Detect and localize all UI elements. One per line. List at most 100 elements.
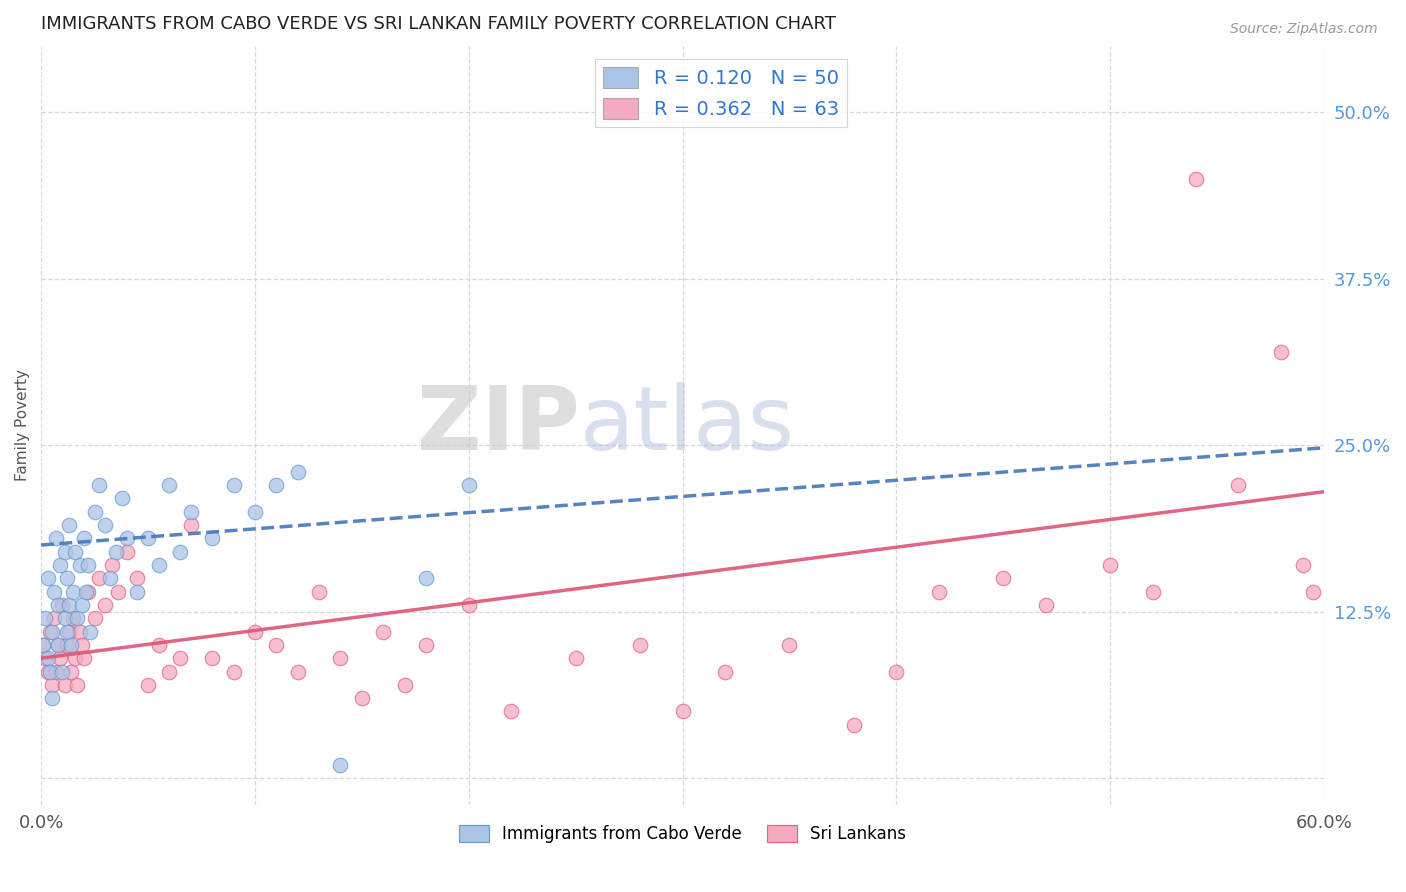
Point	[884, 665, 907, 679]
Point	[83, 611, 105, 625]
Point	[69, 624, 91, 639]
Point	[37, 665, 59, 679]
Point	[58, 518, 80, 533]
Text: IMMIGRANTS FROM CABO VERDE VS SRI LANKAN FAMILY POVERTY CORRELATION CHART: IMMIGRANTS FROM CABO VERDE VS SRI LANKAN…	[41, 15, 837, 33]
Text: ZIP: ZIP	[418, 382, 579, 468]
Point	[100, 558, 122, 572]
Point	[42, 584, 65, 599]
Point	[46, 598, 69, 612]
Point	[266, 478, 288, 492]
Point	[136, 532, 159, 546]
Point	[157, 478, 180, 492]
Text: atlas: atlas	[579, 382, 794, 468]
Legend: R = 0.120   N = 50, R = 0.362   N = 63: R = 0.120 N = 50, R = 0.362 N = 63	[595, 59, 846, 127]
Point	[62, 584, 84, 599]
Point	[127, 571, 149, 585]
Point	[66, 678, 89, 692]
Point	[49, 558, 72, 572]
Point	[115, 544, 138, 558]
Point	[73, 532, 96, 546]
Point	[457, 598, 479, 612]
Point	[104, 544, 127, 558]
Point	[34, 611, 56, 625]
Point	[564, 651, 586, 665]
Point	[65, 651, 87, 665]
Point	[73, 651, 96, 665]
Point	[111, 491, 134, 506]
Point	[51, 598, 73, 612]
Point	[58, 624, 80, 639]
Point	[107, 584, 129, 599]
Point	[41, 691, 63, 706]
Point	[222, 478, 245, 492]
Point	[1227, 478, 1250, 492]
Point	[201, 651, 224, 665]
Point	[41, 624, 63, 639]
Point	[45, 532, 67, 546]
Point	[51, 665, 73, 679]
Point	[201, 532, 224, 546]
Point	[38, 624, 60, 639]
Point	[77, 558, 100, 572]
Point	[1270, 345, 1292, 359]
Point	[1184, 171, 1206, 186]
Point	[70, 638, 93, 652]
Point	[180, 518, 202, 533]
Point	[55, 638, 77, 652]
Point	[457, 478, 479, 492]
Point	[1302, 584, 1324, 599]
Point	[115, 532, 138, 546]
Point	[169, 651, 191, 665]
Point	[778, 638, 800, 652]
Point	[41, 678, 63, 692]
Point	[65, 544, 87, 558]
Point	[53, 544, 76, 558]
Point	[60, 638, 83, 652]
Point	[55, 624, 77, 639]
Point	[329, 651, 352, 665]
Point	[87, 478, 110, 492]
Point	[243, 505, 266, 519]
Point	[87, 571, 110, 585]
Point	[46, 638, 69, 652]
Text: Source: ZipAtlas.com: Source: ZipAtlas.com	[1230, 22, 1378, 37]
Point	[136, 678, 159, 692]
Point	[83, 505, 105, 519]
Point	[79, 624, 101, 639]
Point	[55, 571, 77, 585]
Point	[671, 705, 693, 719]
Point	[243, 624, 266, 639]
Point	[70, 598, 93, 612]
Point	[350, 691, 373, 706]
Point	[928, 584, 950, 599]
Point	[49, 651, 72, 665]
Point	[42, 611, 65, 625]
Point	[266, 638, 288, 652]
Point	[94, 518, 117, 533]
Point	[1142, 584, 1164, 599]
Point	[415, 571, 437, 585]
Y-axis label: Family Poverty: Family Poverty	[15, 369, 30, 481]
Point	[69, 558, 91, 572]
Point	[842, 718, 865, 732]
Point	[53, 611, 76, 625]
Point	[60, 665, 83, 679]
Point	[628, 638, 651, 652]
Point	[37, 571, 59, 585]
Point	[1291, 558, 1313, 572]
Point	[45, 665, 67, 679]
Point	[37, 651, 59, 665]
Point	[373, 624, 395, 639]
Point	[66, 611, 89, 625]
Point	[415, 638, 437, 652]
Point	[38, 665, 60, 679]
Point	[46, 638, 69, 652]
Point	[287, 465, 309, 479]
Point	[62, 611, 84, 625]
Point	[1099, 558, 1122, 572]
Point	[169, 544, 191, 558]
Point	[32, 638, 55, 652]
Point	[501, 705, 523, 719]
Point	[180, 505, 202, 519]
Point	[32, 638, 55, 652]
